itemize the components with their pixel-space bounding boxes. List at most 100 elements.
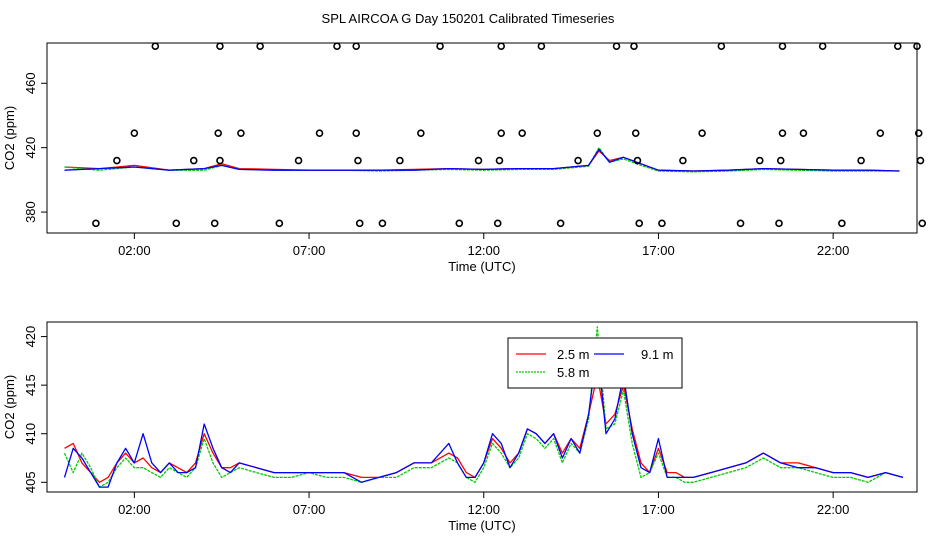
- calibration-point: [497, 129, 506, 137]
- legend-box: [507, 337, 683, 389]
- top-x-tick-label: 07:00: [293, 243, 326, 258]
- top-plot-frame: [46, 42, 918, 234]
- calibration-point: [275, 219, 284, 228]
- calibration-point: [189, 156, 198, 165]
- calibration-point: [630, 42, 638, 51]
- bottom-y-tick-label: 405: [23, 471, 38, 493]
- top-x-tick-label: 22:00: [817, 243, 850, 258]
- top-y-tick-label: 380: [23, 201, 38, 223]
- top-axes: 02:00 07:00 12:00 17:00 22:00 380 420 460: [23, 72, 849, 258]
- calibration-point: [631, 129, 640, 137]
- calibration-point: [679, 156, 687, 165]
- calibration-point: [913, 42, 921, 51]
- bottom-y-tick-label: 420: [23, 326, 38, 348]
- bottom-plot-frame: [46, 321, 918, 493]
- top-y-tick-label: 460: [23, 72, 38, 94]
- calibration-point: [755, 156, 764, 165]
- legend-label-2-5m: 2.5 m: [557, 347, 590, 362]
- top-calibration-points: [92, 42, 927, 228]
- calibration-point: [918, 219, 927, 228]
- calibration-point: [130, 129, 139, 137]
- bottom-series-line-5-8-m: [63, 326, 904, 488]
- bottom-series-line-9-1-m: [63, 345, 904, 488]
- calibration-point: [352, 42, 361, 51]
- calibration-point: [237, 129, 245, 137]
- bottom-x-tick-label: 12:00: [467, 502, 500, 517]
- calibration-point: [857, 156, 865, 165]
- calibration-point: [799, 129, 808, 137]
- bottom-x-tick-label: 07:00: [293, 502, 326, 517]
- calibration-point: [113, 156, 121, 165]
- calibration-point: [893, 42, 902, 51]
- calibration-point: [593, 129, 602, 137]
- bottom-y-tick-label: 410: [23, 423, 38, 445]
- calibration-point: [214, 129, 223, 137]
- calibration-point: [92, 219, 100, 228]
- calibration-point: [717, 42, 726, 51]
- calibration-point: [294, 156, 303, 165]
- calibration-point: [633, 156, 642, 165]
- bottom-series-group: [63, 326, 904, 488]
- top-x-tick-label: 17:00: [642, 243, 675, 258]
- calibration-point: [474, 156, 483, 165]
- top-y-axis-label: CO2 (ppm): [2, 106, 17, 170]
- calibration-point: [914, 129, 923, 137]
- calibration-point: [315, 129, 324, 137]
- legend: 2.5 m 5.8 m 9.1 m: [507, 337, 683, 389]
- calibration-point: [537, 42, 546, 51]
- bottom-x-tick-label: 02:00: [118, 502, 151, 517]
- calibration-point: [216, 42, 224, 51]
- bottom-x-tick-label: 22:00: [817, 502, 850, 517]
- top-x-axis-label: Time (UTC): [448, 259, 515, 274]
- calibration-point: [495, 156, 504, 165]
- calibration-point: [876, 129, 885, 137]
- calibration-point: [497, 42, 506, 51]
- calibration-point: [778, 42, 787, 51]
- calibration-point: [333, 42, 341, 51]
- calibration-point: [556, 219, 565, 228]
- calibration-point: [778, 129, 787, 137]
- calibration-point: [838, 219, 846, 228]
- bottom-axes: 02:00 07:00 12:00 17:00 22:00 405 410 415 420: [23, 326, 849, 517]
- bottom-y-axis-label: CO2 (ppm): [2, 375, 17, 439]
- calibration-point: [776, 156, 785, 165]
- calibration-point: [216, 156, 224, 165]
- calibration-point: [352, 129, 361, 137]
- calibration-point: [355, 219, 364, 228]
- legend-label-5-8m: 5.8 m: [557, 365, 590, 380]
- calibration-point: [436, 42, 444, 51]
- bottom-x-tick-label: 17:00: [642, 502, 675, 517]
- bottom-panel: 02:00 07:00 12:00 17:00 22:00 405 410 415 420 Ti…: [2, 321, 918, 533]
- calibration-point: [612, 42, 621, 51]
- calibration-point: [396, 156, 404, 165]
- calibration-point: [210, 219, 219, 228]
- calibration-point: [417, 129, 425, 137]
- top-series-line-9-1-m: [64, 148, 900, 172]
- top-x-tick-label: 12:00: [467, 243, 500, 258]
- calibration-point: [574, 156, 582, 165]
- calibration-point: [378, 219, 387, 228]
- top-y-tick-label: 420: [23, 137, 38, 159]
- calibration-point: [635, 219, 644, 228]
- calibration-point: [736, 219, 745, 228]
- calibration-point: [818, 42, 827, 51]
- calibration-point: [354, 156, 362, 165]
- calibration-point: [151, 42, 160, 51]
- calibration-point: [493, 219, 502, 228]
- top-x-tick-label: 02:00: [118, 243, 151, 258]
- calibration-point: [455, 219, 464, 228]
- bottom-x-axis-label: Time (UTC): [448, 518, 515, 533]
- legend-label-9-1m: 9.1 m: [641, 347, 674, 362]
- figure-title: SPL AIRCOA G Day 150201 Calibrated Times…: [322, 11, 615, 26]
- top-series-group: [64, 147, 900, 173]
- calibration-point: [658, 219, 666, 228]
- calibration-point: [172, 219, 181, 228]
- calibration-point: [775, 219, 783, 228]
- calibration-point: [518, 129, 526, 137]
- top-panel: 02:00 07:00 12:00 17:00 22:00 380 420 460 Time …: [2, 42, 927, 274]
- calibration-point: [698, 129, 706, 137]
- bottom-y-tick-label: 415: [23, 374, 38, 396]
- calibration-point: [256, 42, 264, 51]
